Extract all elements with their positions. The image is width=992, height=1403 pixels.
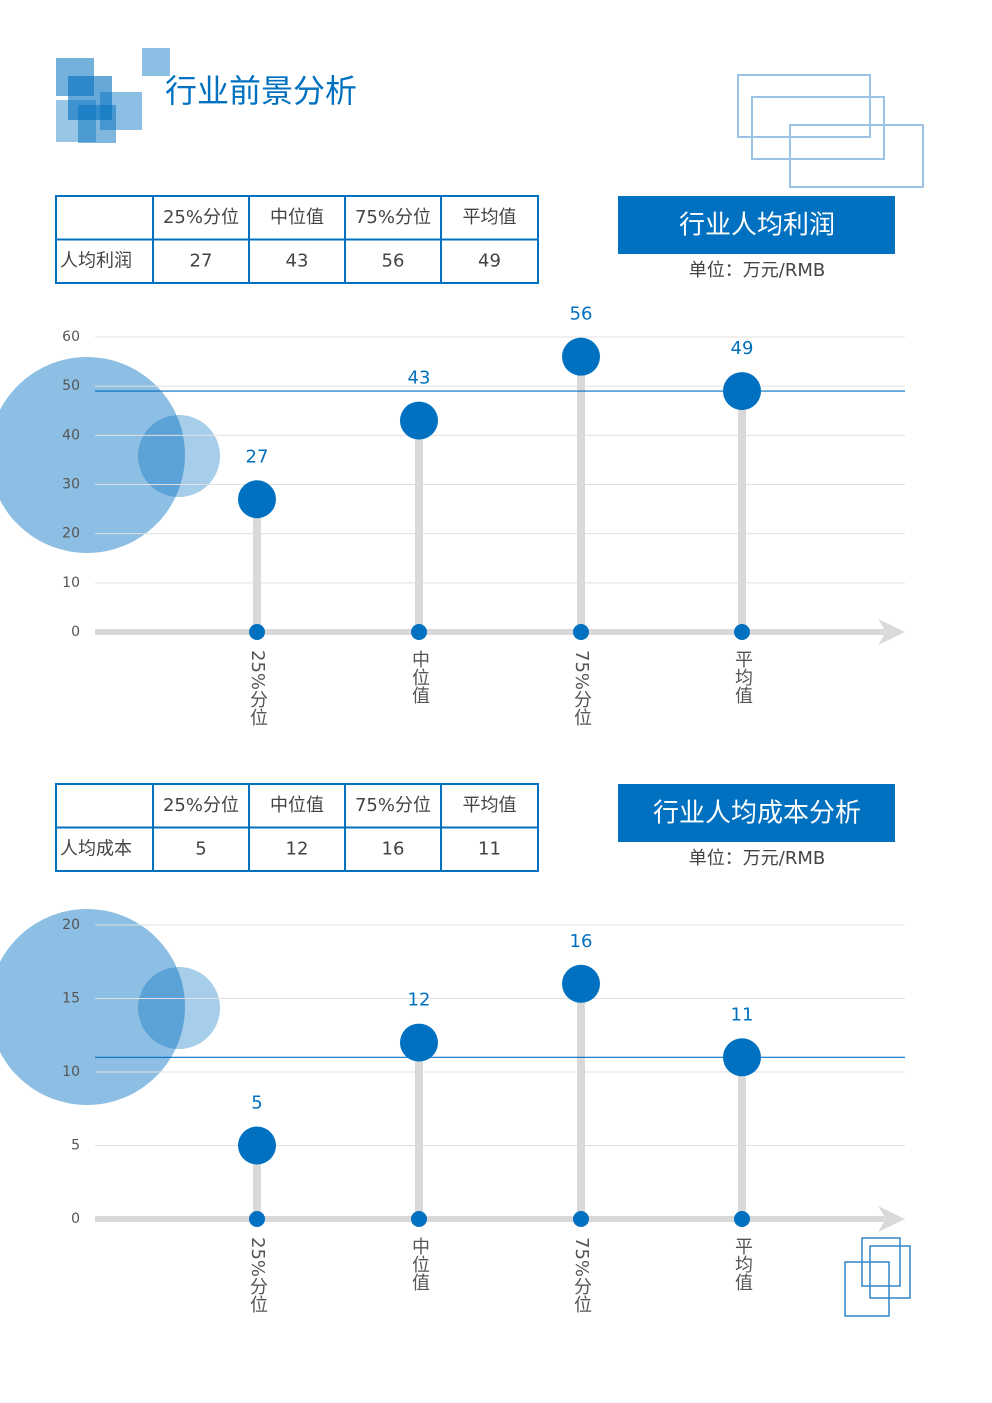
- row-label: 人均利润: [60, 250, 132, 271]
- decor-circle: [0, 357, 185, 553]
- y-tick-label: 10: [62, 575, 80, 591]
- y-tick-label: 10: [62, 1064, 80, 1080]
- table-header: 25%分位: [163, 795, 239, 816]
- row-label: 人均成本: [60, 838, 132, 859]
- x-tick-label: 中位值: [409, 650, 430, 704]
- table-cell: 56: [382, 250, 405, 271]
- base-dot: [411, 1211, 427, 1227]
- table-cell: 49: [478, 250, 501, 271]
- dot: [400, 401, 438, 440]
- table-cell: 43: [286, 250, 309, 271]
- y-tick-label: 15: [62, 991, 80, 1007]
- table-header: 中位值: [270, 207, 324, 228]
- decor-circle: [138, 967, 220, 1049]
- value-label: 12: [408, 990, 431, 1011]
- panel-title: 行业人均利润: [679, 211, 835, 241]
- dot: [562, 337, 600, 376]
- base-dot: [573, 624, 589, 640]
- base-dot: [734, 1211, 750, 1227]
- y-tick-label: 20: [62, 526, 80, 542]
- y-tick-label: 0: [71, 1211, 80, 1227]
- table-header: 25%分位: [163, 207, 239, 228]
- y-tick-label: 60: [62, 329, 80, 345]
- table-cell: 27: [190, 250, 213, 271]
- table-header: 75%分位: [355, 795, 431, 816]
- value-label: 11: [731, 1004, 754, 1025]
- x-tick-label: 25%分位: [247, 1237, 268, 1313]
- base-dot: [249, 624, 265, 640]
- x-tick-label: 中位值: [409, 1237, 430, 1291]
- dot: [238, 1126, 276, 1165]
- table-header: 平均值: [463, 207, 517, 228]
- table-header: 75%分位: [355, 207, 431, 228]
- table-header: 平均值: [463, 795, 517, 816]
- dot: [562, 964, 600, 1003]
- dot: [400, 1023, 438, 1062]
- base-dot: [734, 624, 750, 640]
- x-tick-label: 平均值: [732, 650, 753, 704]
- value-label: 5: [251, 1093, 262, 1114]
- x-tick-label: 平均值: [732, 1237, 753, 1291]
- value-label: 16: [570, 931, 593, 952]
- y-tick-label: 40: [62, 427, 80, 443]
- base-dot: [573, 1211, 589, 1227]
- panel-title: 行业人均成本分析: [653, 799, 861, 829]
- frame-decoration: [737, 74, 924, 1317]
- base-dot: [411, 624, 427, 640]
- y-tick-label: 30: [62, 477, 80, 493]
- value-label: 49: [731, 338, 754, 359]
- page-title: 行业前景分析: [165, 72, 357, 110]
- value-label: 27: [246, 446, 269, 467]
- panel-title-box: [618, 784, 895, 842]
- dot: [238, 480, 276, 519]
- table-cell: 5: [195, 838, 206, 859]
- x-tick-label: 75%分位: [571, 650, 592, 726]
- panel-title-box: [618, 196, 895, 254]
- logo-decoration: [56, 48, 170, 143]
- value-label: 43: [408, 368, 431, 389]
- table-cell: 12: [286, 838, 309, 859]
- axis-arrow: [878, 619, 905, 645]
- y-tick-label: 5: [71, 1138, 80, 1154]
- panel-unit: 单位：万元/RMB: [689, 848, 825, 869]
- panel-unit: 单位：万元/RMB: [689, 260, 825, 281]
- y-tick-label: 0: [71, 624, 80, 640]
- base-dot: [249, 1211, 265, 1227]
- x-tick-label: 75%分位: [571, 1237, 592, 1313]
- table-cell: 16: [382, 838, 405, 859]
- x-tick-label: 25%分位: [247, 650, 268, 726]
- decor-circle: [0, 909, 185, 1105]
- value-label: 56: [570, 304, 593, 325]
- axis-arrow: [878, 1206, 905, 1232]
- table-cell: 11: [478, 838, 501, 859]
- table-header: 中位值: [270, 795, 324, 816]
- y-tick-label: 20: [62, 917, 80, 933]
- y-tick-label: 50: [62, 378, 80, 394]
